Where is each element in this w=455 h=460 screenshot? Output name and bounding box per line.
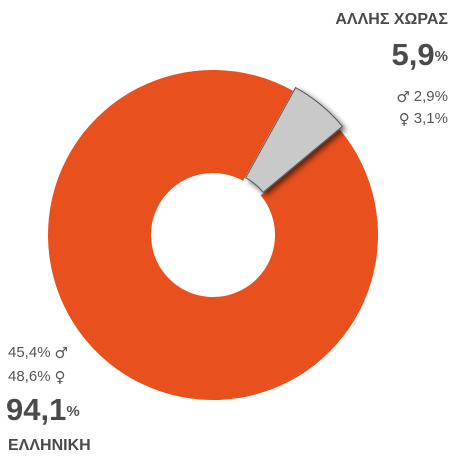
slice	[244, 86, 344, 193]
value-number: 5,9	[392, 37, 435, 72]
category-label: ΕΛΛΗΝΙΚΗ	[8, 437, 91, 454]
donut	[47, 69, 378, 400]
female-symbol: ♀	[399, 110, 410, 128]
female-symbol: ♀	[55, 368, 66, 386]
male-symbol: ♂	[396, 88, 409, 106]
female-share: ♀ 3,1%	[399, 110, 448, 128]
male-value: 2,9%	[414, 88, 448, 105]
value-unit: %	[435, 48, 448, 65]
male-value: 45,4%	[8, 344, 51, 361]
category-label: ΑΛΛΗΣ ΧΩΡΑΣ	[335, 11, 448, 28]
male-symbol: ♂	[55, 344, 68, 362]
slice	[47, 69, 378, 400]
value-unit: %	[66, 403, 79, 420]
value-label: 5,9%	[392, 37, 448, 72]
male-share: ♂ 2,9%	[396, 88, 448, 106]
male-share: 45,4% ♂	[8, 344, 68, 362]
female-share: 48,6% ♀	[8, 368, 66, 386]
female-value: 3,1%	[414, 110, 448, 127]
value-label: 94,1%	[6, 392, 80, 427]
female-value: 48,6%	[8, 368, 51, 385]
value-number: 94,1	[6, 392, 66, 427]
